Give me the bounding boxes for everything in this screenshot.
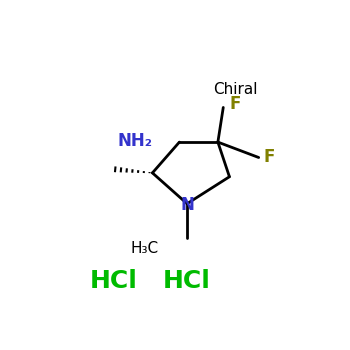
Text: N: N	[180, 196, 194, 214]
Text: F: F	[263, 148, 275, 167]
Text: Chiral: Chiral	[214, 82, 258, 97]
Text: HCl: HCl	[163, 269, 211, 293]
Text: HCl: HCl	[90, 269, 138, 293]
Text: F: F	[230, 95, 241, 113]
Text: NH₂: NH₂	[118, 132, 153, 149]
Text: H₃C: H₃C	[131, 241, 159, 256]
